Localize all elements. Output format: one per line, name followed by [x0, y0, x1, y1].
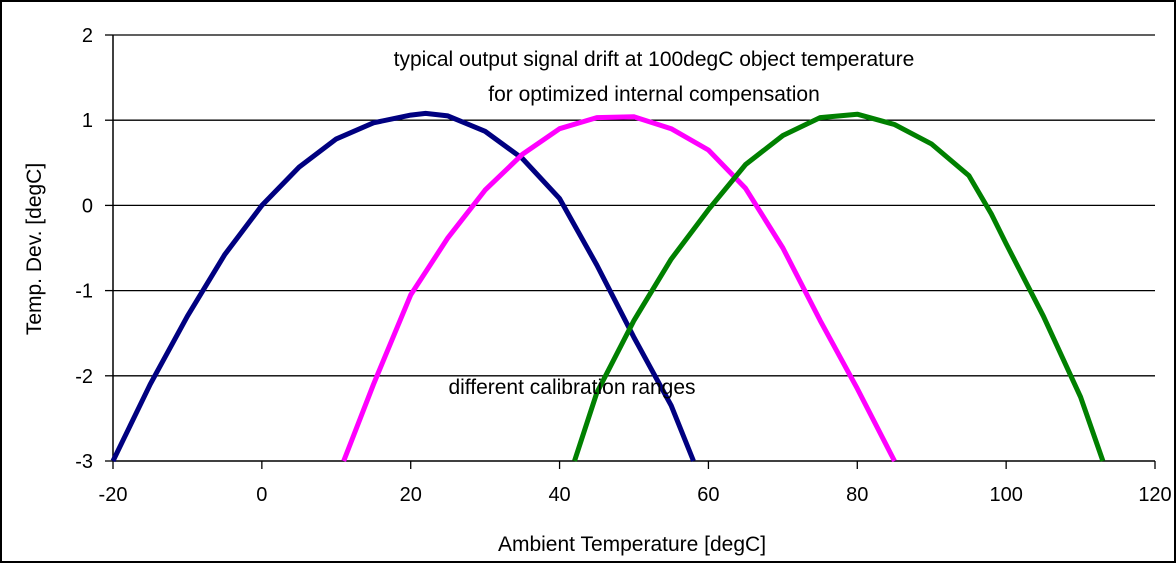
grid-lines: [113, 34, 1155, 377]
y-tick-label-0: -3: [75, 451, 93, 473]
x-axis-label: Ambient Temperature [degC]: [498, 533, 766, 556]
y-tick-label-1: -2: [75, 366, 93, 388]
y-tick-label-2: -1: [75, 281, 93, 303]
y-axis-label: Temp. Dev. [degC]: [23, 163, 46, 335]
tick-labels: -3 -2 -1 0 1 2 -20 0 20 40 60 80 100 120: [75, 25, 1171, 506]
series-line-0: [110, 110, 696, 463]
chart-title-line-2: for optimized internal compensation: [488, 83, 820, 106]
chart-title-line-1: typical output signal drift at 100degC o…: [394, 48, 915, 71]
y-tick-label-5: 2: [82, 25, 93, 47]
annotation-calibration-ranges: different calibration ranges: [448, 376, 695, 399]
y-tick-label-4: 1: [82, 110, 93, 132]
x-tick-label-2: 20: [400, 484, 422, 506]
x-tick-label-6: 100: [989, 484, 1022, 506]
x-tick-label-7: 120: [1138, 484, 1171, 506]
series-line-2: [572, 111, 1106, 462]
axes: [105, 34, 1156, 469]
x-tick-label-5: 80: [846, 484, 868, 506]
x-tick-label-1: 0: [256, 484, 267, 506]
y-tick-label-3: 0: [82, 195, 93, 217]
x-tick-label-0: -20: [99, 484, 128, 506]
series-line-1: [341, 114, 897, 463]
x-tick-label-3: 40: [548, 484, 570, 506]
x-tick-label-4: 60: [697, 484, 719, 506]
series-lines: [110, 110, 1106, 463]
